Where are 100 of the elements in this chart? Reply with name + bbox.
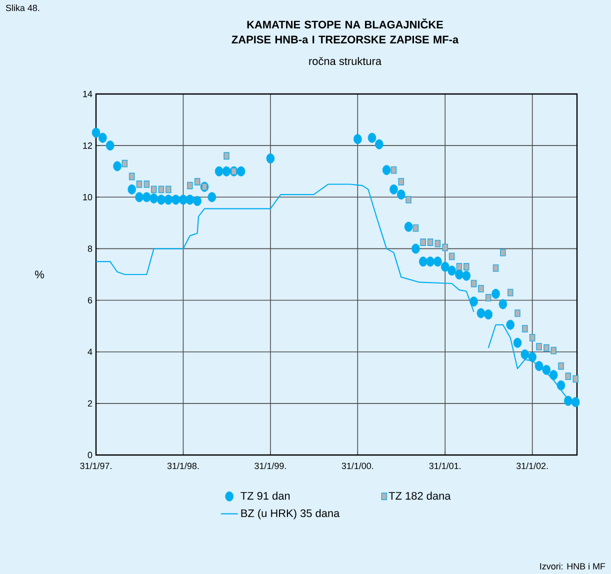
point [135,192,144,202]
point [144,180,150,188]
y-tick-label: 4 [88,348,92,355]
point [470,296,478,307]
point [106,140,114,151]
point [534,361,544,372]
y-tick-label: 14 [83,90,92,98]
y-tick-label: 0 [88,452,92,458]
y-tick-label: 2 [88,400,92,407]
point [113,161,122,172]
point [412,224,419,232]
text: Izvori: HNB i MF [540,562,606,570]
point [536,342,542,350]
x-tick-label: 31/1/97. [80,462,112,470]
point [462,270,471,281]
point [506,320,514,330]
point [354,134,362,144]
point [544,344,550,352]
point [166,186,172,194]
point [179,194,188,205]
point [426,256,434,267]
point [485,294,492,302]
point [456,263,462,270]
point [572,375,578,383]
point [397,190,406,200]
point [98,132,107,143]
point [556,380,566,390]
legend-label: TZ 182 dana [388,492,451,500]
x-tick-label: 31/1/00. [342,462,374,470]
point [498,299,508,310]
point [440,262,450,272]
point [128,172,135,180]
point [434,256,442,267]
point [455,269,464,280]
point [194,178,200,186]
point [478,284,484,292]
text: Slika 48. [6,4,40,12]
point [565,372,572,380]
point [193,196,202,206]
point [390,166,397,174]
y-tick-label: 12 [83,142,92,149]
x-tick-label: 31/1/98. [167,462,199,470]
point [513,338,522,348]
legend-label: TZ 91 dan [240,492,290,500]
point [448,266,456,276]
point [522,324,528,332]
point [550,346,556,354]
x-tick-label: 31/1/02. [516,462,548,470]
point [150,186,157,194]
point [128,184,136,194]
point [172,194,180,205]
point [157,194,166,205]
point [136,180,142,188]
point [564,396,572,406]
x-tick-label: 31/1/01. [429,462,460,470]
point [492,288,500,299]
point [464,263,470,270]
point [549,370,558,380]
point [484,309,492,320]
legend-label: BZ (u HRK) 35 dana [241,509,340,520]
point [412,244,420,254]
point [470,280,477,288]
point [529,334,536,342]
point [442,244,448,252]
point [558,362,564,370]
y-tick-label: 6 [88,297,92,304]
point [142,192,151,202]
point [476,308,486,318]
point [448,252,455,260]
point [520,349,530,360]
point [434,240,441,248]
point [571,397,580,408]
point [542,364,551,375]
point [507,288,514,296]
point [214,166,224,176]
point [236,166,246,176]
x-tick-label: 31/1/99. [254,462,286,470]
point [492,264,499,272]
point [418,256,428,267]
point [92,128,100,138]
point [514,309,520,317]
point [427,238,434,246]
point [390,184,398,194]
point [266,153,275,164]
point [382,165,391,176]
point [528,352,536,362]
point [406,196,412,204]
point [187,182,193,190]
y-tick-label: 10 [83,194,92,200]
point [222,166,231,176]
point [420,238,426,246]
point [500,248,506,256]
point [158,186,164,194]
point [224,152,230,160]
point [164,194,173,205]
point [150,193,158,204]
y-tick-label: 8 [88,246,92,252]
chart-subtitle: ročna struktura [309,56,382,66]
point [368,132,376,143]
point [122,160,128,168]
